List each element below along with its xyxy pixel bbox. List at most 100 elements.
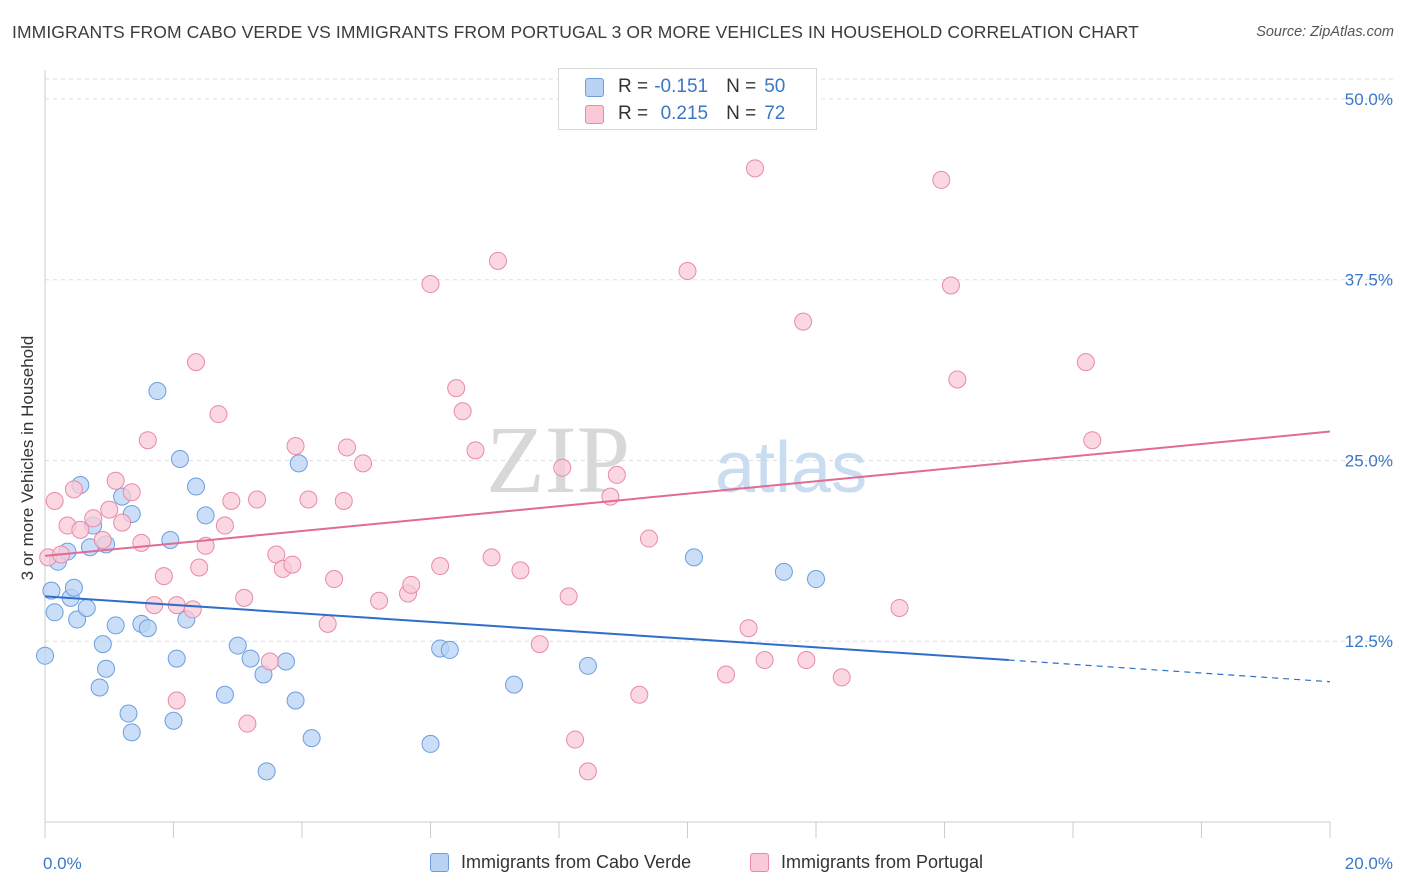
legend-n-label: N = — [726, 103, 757, 124]
portugal-point — [183, 600, 202, 619]
portugal-point — [948, 370, 967, 389]
cabo-verde-point — [45, 603, 64, 622]
portugal-point — [260, 652, 279, 671]
portugal-point — [402, 575, 421, 594]
cabo-verde-point — [302, 729, 321, 748]
portugal-point — [71, 520, 90, 539]
portugal-point — [190, 558, 209, 577]
legend-row-cabo-verde: R = -0.151 N = 50 — [585, 76, 785, 98]
legend-swatch-blue — [585, 77, 604, 97]
portugal-point — [238, 714, 257, 733]
portugal-point — [318, 614, 337, 633]
cabo-verde-point — [68, 610, 87, 629]
cabo-verde-point — [97, 659, 116, 678]
portugal-point — [639, 529, 658, 548]
cabo-verde-point — [106, 616, 125, 635]
portugal-point — [755, 651, 774, 670]
x-tick-label: 20.0% — [1345, 854, 1393, 873]
cabo-verde-point — [36, 646, 54, 665]
portugal-point — [215, 516, 234, 535]
portugal-point — [93, 531, 112, 549]
legend-n-value: 50 — [764, 76, 786, 97]
portugal-point — [482, 548, 501, 567]
cabo-verde-point — [257, 762, 276, 781]
portugal-point — [530, 635, 549, 654]
series-swatch-pink — [750, 853, 769, 872]
legend-swatch-pink — [585, 104, 604, 124]
y-tick-label: 25.0% — [1345, 451, 1393, 470]
series-legend-portugal[interactable]: Immigrants from Portugal — [750, 852, 983, 873]
portugal-point — [566, 730, 585, 749]
chart-title: IMMIGRANTS FROM CABO VERDE VS IMMIGRANTS… — [12, 22, 1139, 42]
cabo-verde-point — [505, 675, 524, 694]
portugal-point — [1083, 431, 1102, 450]
portugal-point — [337, 438, 356, 457]
portugal-point — [167, 691, 186, 710]
series-legend-cabo-verde[interactable]: Immigrants from Cabo Verde — [430, 852, 691, 873]
cabo-verde-point — [90, 678, 109, 697]
portugal-point — [299, 490, 318, 509]
cabo-verde-point — [774, 562, 793, 581]
grid-layer — [45, 78, 1395, 642]
cabo-verde-point — [119, 704, 138, 723]
y-tick-label: 12.5% — [1345, 632, 1393, 651]
portugal-point — [453, 402, 472, 421]
portugal-point — [45, 491, 64, 510]
cabo-verde-point — [170, 450, 189, 469]
portugal-point — [797, 651, 816, 670]
legend-n-label: N = — [726, 76, 757, 97]
portugal-point — [122, 483, 141, 502]
portugal-point — [421, 275, 440, 294]
portugal-point — [739, 619, 758, 638]
portugal-trendline — [44, 430, 1331, 557]
portugal-point — [932, 170, 951, 189]
legend-r-value: 0.215 — [660, 103, 709, 124]
portugal-point — [84, 509, 103, 528]
portugal-point — [64, 480, 83, 499]
cabo-verde-point — [578, 656, 597, 675]
cabo-verde-point — [286, 691, 305, 710]
portugal-point — [607, 465, 626, 484]
cabo-verde-point — [64, 578, 83, 597]
portugal-point — [431, 557, 450, 576]
cabo-verde-trendline — [44, 595, 1009, 662]
portugal-point — [511, 561, 530, 580]
cabo-verde-point — [440, 640, 459, 659]
tick-label-layer: 12.5% 25.0% 37.5% 50.0% 0.0% 20.0% — [43, 90, 1393, 873]
portugal-point — [113, 513, 132, 532]
y-tick-label: 50.0% — [1345, 90, 1393, 109]
portugal-point — [447, 379, 466, 398]
legend-n-value: 72 — [764, 103, 786, 124]
cabo-verde-point — [186, 477, 205, 496]
portugal-point — [286, 437, 305, 455]
portugal-point — [154, 567, 173, 586]
portugal-point — [678, 262, 697, 281]
portugal-point — [890, 598, 909, 617]
cabo-verde-point — [77, 598, 96, 617]
portugal-point — [132, 533, 151, 552]
portugal-point — [334, 491, 353, 510]
trend-layer — [44, 430, 1331, 683]
portugal-point — [745, 159, 764, 178]
cabo-verde-point — [684, 548, 703, 567]
portugal-point — [488, 251, 507, 270]
portugal-point — [209, 405, 228, 424]
series-swatch-blue — [430, 853, 449, 872]
legend-r-label: R = — [618, 103, 649, 124]
cabo-verde-point — [228, 636, 247, 655]
cabo-verde-point — [241, 649, 260, 668]
cabo-verde-point — [138, 619, 157, 638]
portugal-point — [138, 431, 157, 450]
source-label: Source: ZipAtlas.com — [1256, 24, 1394, 40]
portugal-point — [235, 588, 254, 607]
points-layer — [36, 159, 1102, 781]
cabo-verde-point — [161, 531, 180, 549]
portugal-point — [283, 555, 302, 574]
portugal-point — [559, 587, 578, 606]
x-tick-label: 0.0% — [43, 854, 82, 873]
y-axis-title: 3 or more Vehicles in Household — [18, 335, 37, 581]
cabo-verde-point — [42, 581, 61, 600]
cabo-verde-point — [122, 723, 141, 742]
portugal-point — [100, 500, 119, 519]
